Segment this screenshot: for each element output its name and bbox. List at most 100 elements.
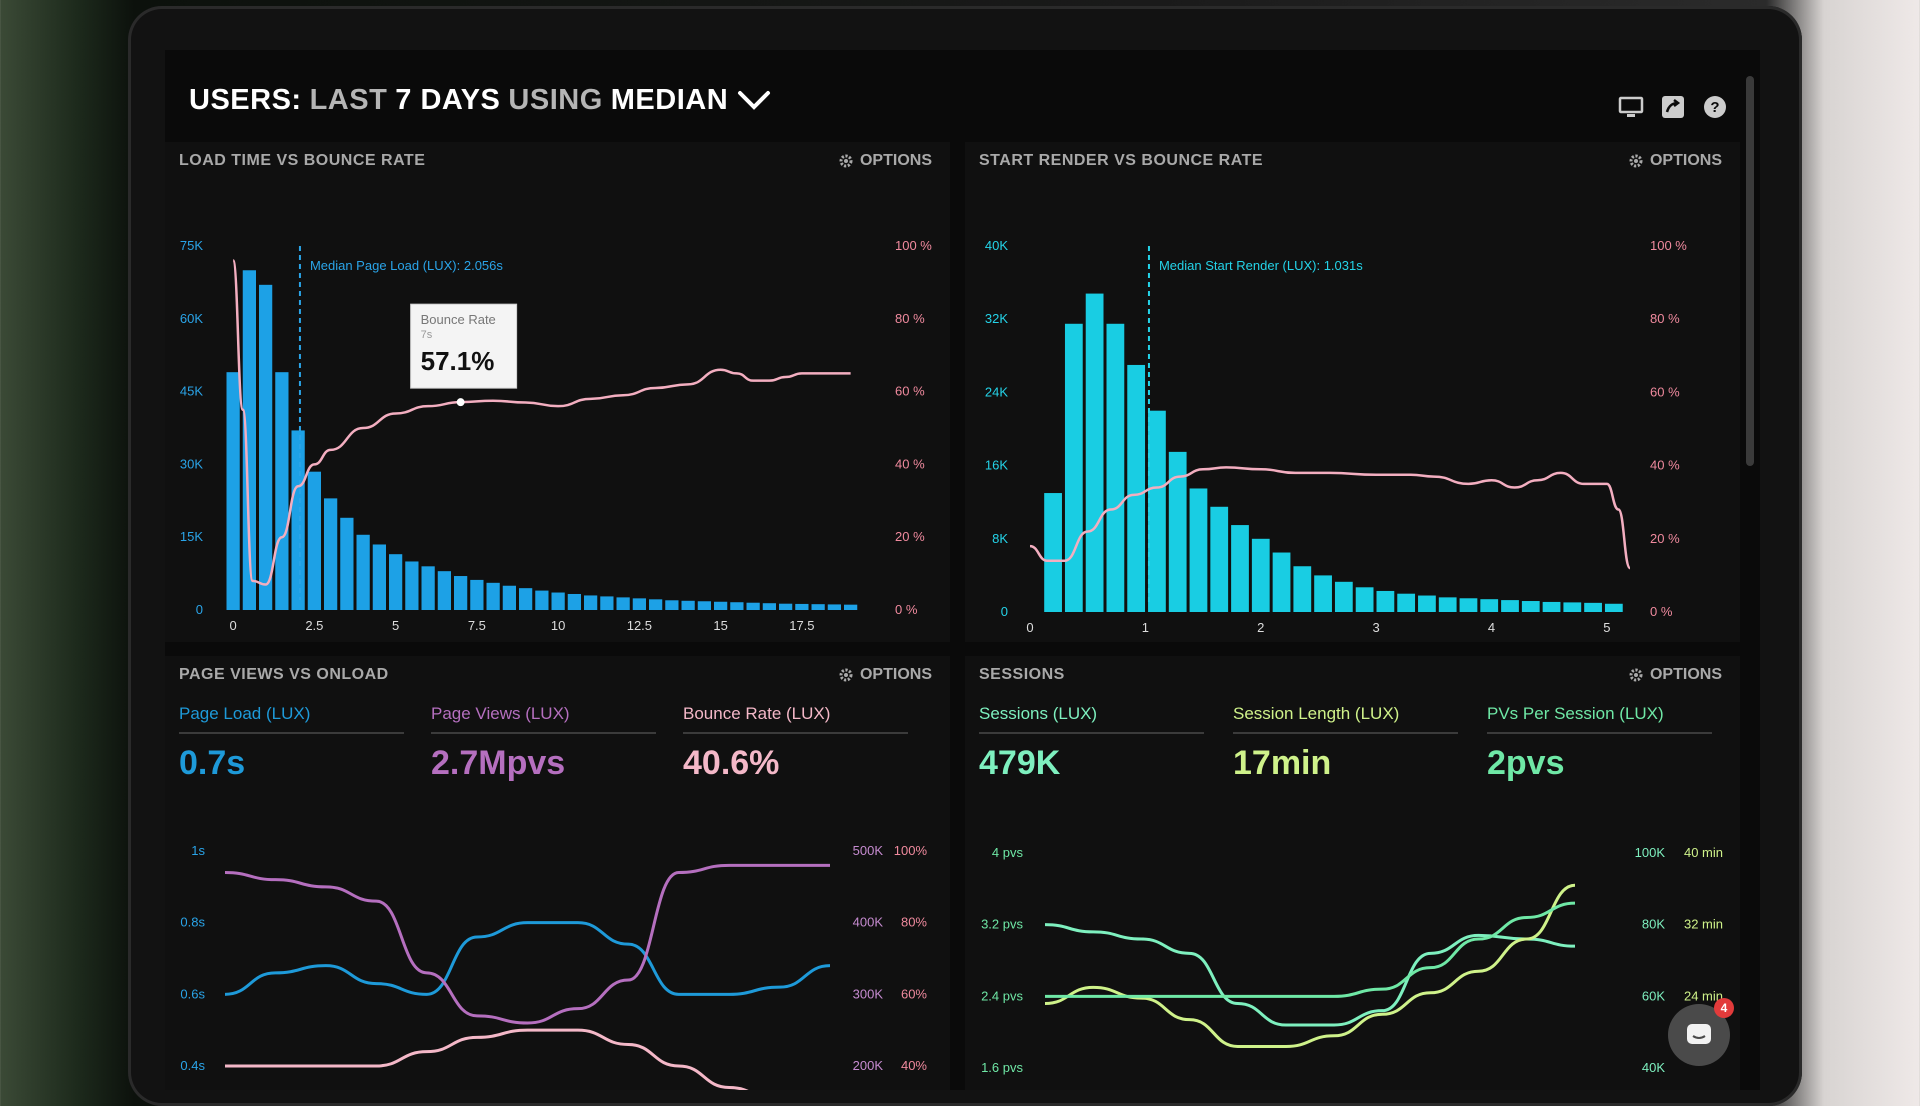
y-tick-label: 30K xyxy=(180,456,203,471)
histogram-bar xyxy=(519,588,533,610)
y-right-tick-label: 80K xyxy=(1642,917,1665,932)
panel-title: LOAD TIME VS BOUNCE RATE xyxy=(179,152,426,169)
help-icon[interactable]: ? xyxy=(1702,94,1728,120)
svg-text:?: ? xyxy=(1710,99,1719,116)
histogram-bar xyxy=(1563,602,1582,612)
histogram-bar xyxy=(1521,601,1540,612)
metric-label: Bounce Rate (LUX) xyxy=(683,704,908,734)
options-label: OPTIONS xyxy=(1649,666,1722,683)
page-views-chart: 1s 0.8s 0.6s 0.4s 500K 400K 300K 200K 100% 80% 60%… xyxy=(180,843,927,1090)
chat-icon xyxy=(1687,1024,1711,1044)
y-right-tick-label: 20 % xyxy=(895,529,925,544)
panel-title: START RENDER VS BOUNCE RATE xyxy=(979,152,1264,169)
histogram-bar xyxy=(502,585,516,610)
panel-sessions: SESSIONS OPTIONS Sessions (LUX) 479K Ses… xyxy=(965,656,1740,1090)
y-tick-label: 8K xyxy=(992,531,1008,546)
share-icon[interactable] xyxy=(1660,94,1686,120)
panel-title: PAGE VIEWS VS ONLOAD xyxy=(179,666,389,683)
series-line-0 xyxy=(1044,923,1576,1027)
x-tick-label: 15 xyxy=(713,618,727,633)
histogram-bar xyxy=(762,603,776,610)
dashboard-screen: USERS: LAST 7 DAYS USING MEDIAN ? LOAD T… xyxy=(165,50,1760,1090)
options-button[interactable]: OPTIONS xyxy=(838,666,932,684)
scrollbar[interactable] xyxy=(1746,76,1754,466)
y-right-tick-label: 40% xyxy=(901,1058,927,1073)
chevron-down-icon[interactable] xyxy=(736,82,772,118)
metric-bounce-rate[interactable]: Bounce Rate (LUX) 40.6% xyxy=(683,704,908,783)
histogram-bar xyxy=(1044,493,1062,612)
histogram-bar xyxy=(307,471,321,610)
histogram-bar xyxy=(356,534,370,610)
options-button[interactable]: OPTIONS xyxy=(1628,666,1722,684)
metric-label: Page Views (LUX) xyxy=(431,704,656,734)
y-right-tick-label: 100K xyxy=(1635,845,1666,860)
histogram-bar xyxy=(1189,488,1208,612)
x-tick-label: 5 xyxy=(1603,620,1610,635)
histogram-bar xyxy=(535,590,549,610)
histogram-bar xyxy=(1355,587,1374,612)
histogram-bar xyxy=(1376,590,1395,612)
median-label: Median Start Render (LUX): 1.031s xyxy=(1159,258,1363,273)
y-right-tick-label: 100 % xyxy=(1650,238,1687,253)
y-right-tick-label: 40K xyxy=(1642,1060,1665,1075)
y-tick-label: 0 xyxy=(196,602,203,617)
title-range[interactable]: 7 DAYS xyxy=(395,83,501,116)
histogram-bar xyxy=(340,517,354,610)
histogram-bar xyxy=(242,270,256,610)
metric-page-views[interactable]: Page Views (LUX) 2.7Mpvs xyxy=(431,704,656,783)
y-tick-label: 0.4s xyxy=(180,1058,205,1073)
histogram-bar xyxy=(730,602,744,610)
y-right-tick-label: 60% xyxy=(901,986,927,1001)
histogram-bar xyxy=(1210,506,1229,612)
y-right-tick-label: 40 min xyxy=(1684,845,1723,860)
y-right-tick-label: 60 % xyxy=(1650,384,1680,399)
title-last: LAST xyxy=(309,83,388,116)
series-line-2 xyxy=(1045,901,1576,998)
bounce-rate-line xyxy=(1029,466,1632,570)
histogram-bar xyxy=(1168,451,1187,612)
x-tick-label: 0 xyxy=(1026,620,1033,635)
histogram-bar xyxy=(291,430,305,610)
y-tick-label: 75K xyxy=(180,238,203,253)
metric-pvs-per-session[interactable]: PVs Per Session (LUX) 2pvs xyxy=(1487,704,1712,783)
y-right-tick-label: 500K xyxy=(853,843,884,858)
metric-sessions[interactable]: Sessions (LUX) 479K xyxy=(979,704,1204,783)
histogram-bar xyxy=(421,566,435,610)
histogram-bar xyxy=(584,595,598,610)
histogram-bar xyxy=(681,600,695,610)
gear-icon xyxy=(1629,668,1643,682)
y-right-tick-label: 40 % xyxy=(1650,458,1680,473)
x-tick-label: 7.5 xyxy=(468,618,486,633)
histogram-bar xyxy=(665,600,679,610)
histogram-bar xyxy=(389,554,403,610)
title-metric[interactable]: MEDIAN xyxy=(610,83,729,116)
histogram-bar xyxy=(600,596,614,610)
options-button[interactable]: OPTIONS xyxy=(1628,152,1722,170)
histogram-bar xyxy=(1127,364,1146,612)
chat-button[interactable]: 4 xyxy=(1668,998,1734,1066)
x-tick-label: 4 xyxy=(1488,620,1495,635)
histogram-bar xyxy=(1251,538,1270,612)
histogram-bar xyxy=(226,372,240,610)
histogram-bar xyxy=(437,571,451,610)
desktop-icon[interactable] xyxy=(1618,94,1644,120)
x-tick-label: 0 xyxy=(230,618,237,633)
page-title[interactable]: USERS: LAST 7 DAYS USING MEDIAN xyxy=(189,78,772,122)
options-label: OPTIONS xyxy=(859,152,932,169)
series-line-2 xyxy=(225,1028,749,1090)
series-line-1 xyxy=(224,863,830,1025)
metric-session-length[interactable]: Session Length (LUX) 17min xyxy=(1233,704,1458,783)
metric-page-load[interactable]: Page Load (LUX) 0.7s xyxy=(179,704,404,783)
bounce-rate-line xyxy=(231,259,851,586)
load-time-chart: 0 15K 30K 45K 60K 75K 0 % 20 % 40 % 60 % 80 % 100 %… xyxy=(180,238,932,667)
options-button[interactable]: OPTIONS xyxy=(838,152,932,170)
y-tick-label: 24K xyxy=(985,384,1008,399)
tooltip-box xyxy=(410,303,518,389)
y-right-tick-label: 32 min xyxy=(1684,917,1723,932)
panel-page-views: PAGE VIEWS VS ONLOAD OPTIONS Page Load (… xyxy=(165,656,950,1090)
histogram-bar xyxy=(844,604,858,610)
y-tick-label: 0.8s xyxy=(180,915,205,930)
y-right-tick-label: 400K xyxy=(853,915,884,930)
histogram-bar xyxy=(1438,597,1457,612)
y-tick-label: 2.4 pvs xyxy=(981,988,1023,1003)
